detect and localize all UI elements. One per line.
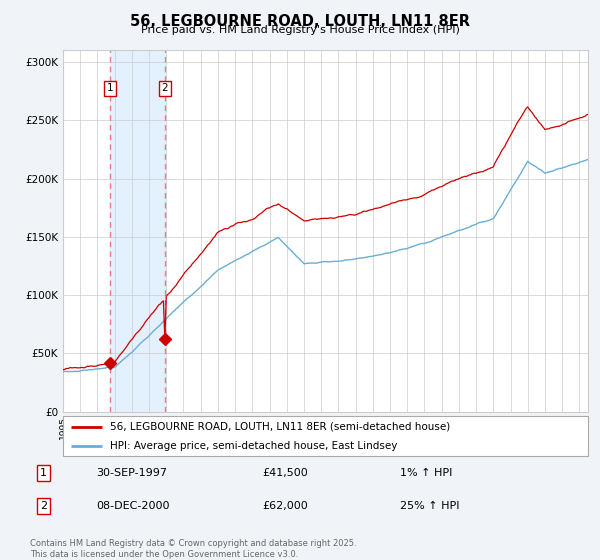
Text: £62,000: £62,000 — [262, 501, 308, 511]
Text: 25% ↑ HPI: 25% ↑ HPI — [400, 501, 460, 511]
Text: 1% ↑ HPI: 1% ↑ HPI — [400, 468, 452, 478]
Bar — [110, 50, 165, 412]
Text: 2: 2 — [161, 83, 168, 94]
Text: 1: 1 — [40, 468, 47, 478]
Text: 30-SEP-1997: 30-SEP-1997 — [96, 468, 167, 478]
Text: 2: 2 — [40, 501, 47, 511]
Text: 56, LEGBOURNE ROAD, LOUTH, LN11 8ER (semi-detached house): 56, LEGBOURNE ROAD, LOUTH, LN11 8ER (sem… — [110, 422, 451, 432]
Text: Price paid vs. HM Land Registry's House Price Index (HPI): Price paid vs. HM Land Registry's House … — [140, 25, 460, 35]
FancyBboxPatch shape — [63, 416, 588, 456]
Text: HPI: Average price, semi-detached house, East Lindsey: HPI: Average price, semi-detached house,… — [110, 441, 398, 450]
Text: 1: 1 — [107, 83, 113, 94]
Text: 56, LEGBOURNE ROAD, LOUTH, LN11 8ER: 56, LEGBOURNE ROAD, LOUTH, LN11 8ER — [130, 14, 470, 29]
Text: £41,500: £41,500 — [262, 468, 308, 478]
Text: Contains HM Land Registry data © Crown copyright and database right 2025.
This d: Contains HM Land Registry data © Crown c… — [30, 539, 356, 559]
Text: 08-DEC-2000: 08-DEC-2000 — [96, 501, 170, 511]
